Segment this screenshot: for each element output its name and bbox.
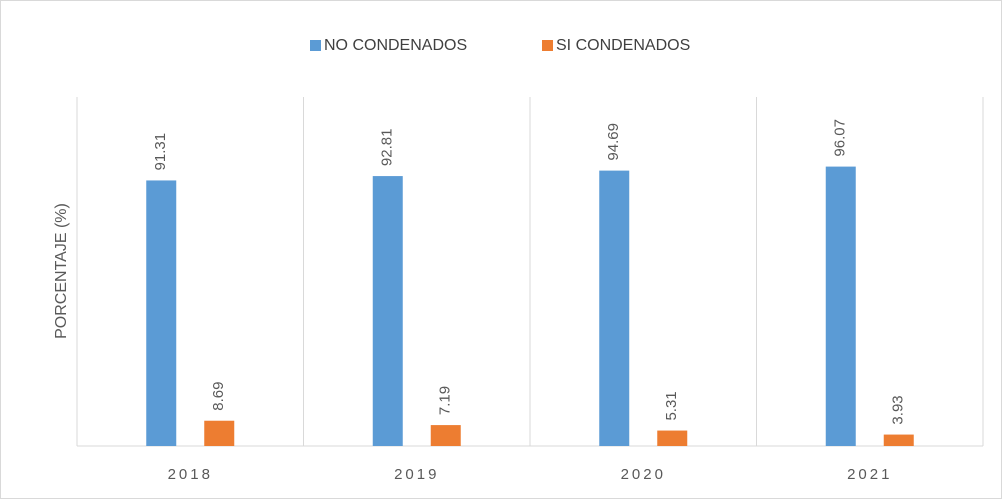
bar: [372, 176, 403, 446]
bar: [883, 434, 914, 446]
data-label: 91.31: [152, 133, 169, 171]
bar: [657, 430, 688, 446]
bar: [430, 425, 461, 446]
data-label: 7.19: [437, 386, 454, 415]
data-label: 8.69: [210, 382, 227, 411]
bar: [146, 180, 177, 447]
data-label: 3.93: [890, 395, 907, 424]
x-tick-label: 2020: [621, 466, 666, 483]
data-label: 5.31: [663, 391, 680, 420]
data-label: 96.07: [832, 119, 849, 157]
bar: [204, 420, 235, 446]
legend-label: SI CONDENADOS: [556, 37, 690, 54]
x-tick-label: 2019: [394, 466, 439, 483]
y-axis-label: PORCENTAJE (%): [53, 203, 70, 339]
legend-swatch: [542, 40, 553, 51]
data-label: 92.81: [379, 129, 396, 167]
data-label: 94.69: [605, 123, 622, 161]
legend-swatch: [310, 40, 321, 51]
x-tick-label: 2018: [168, 466, 213, 483]
bar: [599, 170, 630, 446]
bar: [825, 166, 856, 446]
x-tick-label: 2021: [847, 466, 892, 483]
legend-label: NO CONDENADOS: [324, 37, 467, 54]
